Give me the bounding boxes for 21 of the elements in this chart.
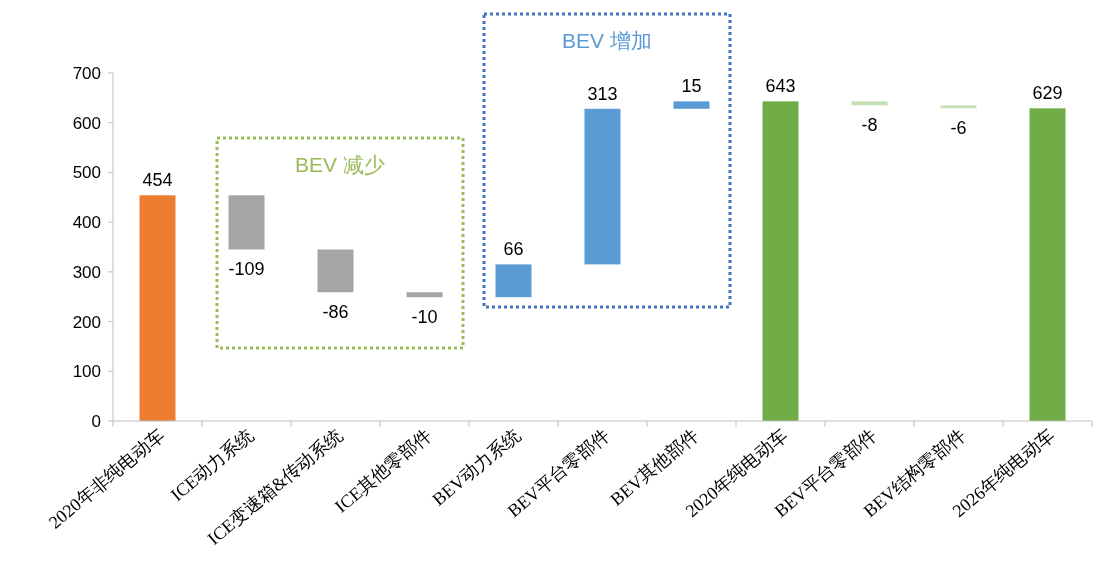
text: BEV 增加 [562, 29, 652, 52]
data-label: 643 [765, 76, 796, 97]
data-label: 313 [587, 83, 618, 104]
data-label: -10 [411, 307, 438, 328]
data-label: -86 [322, 302, 349, 323]
data-label: 66 [503, 239, 524, 260]
y-tick-label: 0 [91, 412, 101, 431]
y-tick-label: 200 [72, 312, 101, 332]
data-label: 15 [681, 76, 702, 97]
data-label: 629 [1032, 83, 1063, 104]
data-label: -6 [950, 118, 967, 139]
data-label: 454 [142, 170, 173, 191]
y-tick-label: 500 [72, 163, 101, 183]
y-tick-label: 600 [72, 113, 101, 133]
y-tick-label: 100 [72, 362, 101, 382]
data-label: -8 [861, 115, 878, 136]
y-tick-label: 300 [72, 262, 101, 282]
y-tick-label: 400 [72, 213, 101, 233]
data-label: -109 [228, 259, 265, 280]
annotation: BEV 减少 [295, 153, 385, 176]
y-tick-label: 700 [72, 64, 101, 83]
